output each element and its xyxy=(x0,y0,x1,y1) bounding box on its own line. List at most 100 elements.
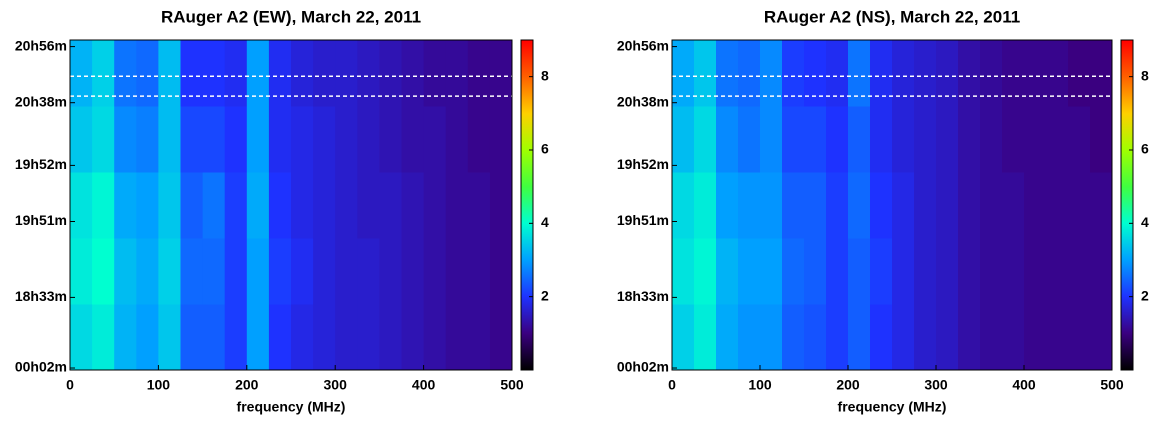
x-tick-label: 0 xyxy=(668,377,676,393)
heatmap-cell xyxy=(335,304,358,371)
heatmap-cell xyxy=(313,106,336,173)
heatmap-cell xyxy=(180,106,204,173)
heatmap-cell xyxy=(716,172,739,239)
heatmap-cell xyxy=(180,172,204,239)
x-tick-label: 500 xyxy=(500,377,524,393)
x-axis-label: frequency (MHz) xyxy=(838,399,947,415)
heatmap-cell xyxy=(1024,304,1047,371)
heatmap-cell xyxy=(782,106,805,173)
heatmap-cell xyxy=(401,106,425,173)
heatmap-cell xyxy=(980,304,1003,371)
heatmap-cell xyxy=(804,172,827,239)
heatmap-cell xyxy=(870,304,893,371)
colorbar-tick-label: 4 xyxy=(1141,214,1149,230)
heatmap-cell xyxy=(760,238,783,305)
heatmap-cell xyxy=(335,106,358,173)
heatmap-cell xyxy=(1046,40,1069,107)
x-tick-label: 100 xyxy=(147,377,171,393)
heatmap-cell xyxy=(158,106,181,173)
heatmap-cell xyxy=(672,40,695,107)
colorbar xyxy=(520,39,534,371)
x-tick-label: 200 xyxy=(235,377,259,393)
heatmap-cell xyxy=(379,40,402,107)
heatmap-cell xyxy=(1090,238,1113,305)
heatmap-cell xyxy=(114,172,137,239)
heatmap-cell xyxy=(870,106,893,173)
heatmap-cell xyxy=(1024,40,1047,107)
heatmap-cell xyxy=(202,40,226,107)
heatmap-cell xyxy=(445,238,469,305)
heatmap-cell xyxy=(335,172,358,239)
heatmap-cell xyxy=(826,106,849,173)
plot-frame xyxy=(69,39,513,371)
heatmap-cell xyxy=(357,106,380,173)
heatmap-cell xyxy=(313,304,336,371)
y-tick-label: 20h56m xyxy=(617,37,669,53)
heatmap-cell xyxy=(423,40,447,107)
heatmap-cell xyxy=(892,304,915,371)
colorbar-tick-label: 6 xyxy=(541,141,549,157)
x-tick-label: 300 xyxy=(324,377,348,393)
colorbar-tick-label: 8 xyxy=(1141,67,1149,83)
heatmap-cell xyxy=(70,304,93,371)
heatmap-cell xyxy=(70,172,93,239)
heatmap-cell xyxy=(1090,172,1113,239)
heatmap-cell xyxy=(180,304,204,371)
heatmap-cell xyxy=(804,304,827,371)
heatmap-cell xyxy=(467,106,491,173)
heatmap-cell xyxy=(1024,238,1047,305)
heatmap-cell xyxy=(246,40,270,107)
heatmap-cell xyxy=(158,304,181,371)
heatmap-cell xyxy=(980,238,1003,305)
heatmap-cell xyxy=(804,40,827,107)
heatmap-cell xyxy=(1068,40,1091,107)
heatmap-cell xyxy=(489,106,513,173)
heatmap-cell xyxy=(423,172,447,239)
heatmap-cell xyxy=(467,238,491,305)
heatmap-cell xyxy=(467,304,491,371)
heatmap-cell xyxy=(445,172,469,239)
heatmap-cell xyxy=(694,304,717,371)
heatmap-cell xyxy=(782,238,805,305)
y-tick-label: 19h51m xyxy=(617,212,669,228)
heatmap-cell xyxy=(694,172,717,239)
y-tick-label: 19h52m xyxy=(617,156,669,172)
heatmap-cell xyxy=(1090,106,1113,173)
heatmap-cell xyxy=(870,40,893,107)
heatmap-cell xyxy=(489,172,513,239)
x-axis-label: frequency (MHz) xyxy=(237,399,346,415)
heatmap-cell xyxy=(826,40,849,107)
heatmap-cell xyxy=(379,172,402,239)
heatmap-cell xyxy=(958,40,981,107)
heatmap-cell xyxy=(357,304,380,371)
heatmap-cell xyxy=(936,238,959,305)
heatmap-cell xyxy=(782,304,805,371)
heatmap-cell xyxy=(738,238,761,305)
heatmap-cell xyxy=(826,304,849,371)
heatmap-cell xyxy=(423,304,447,371)
heatmap-cell xyxy=(958,172,981,239)
colorbar-tick-label: 6 xyxy=(1141,141,1149,157)
heatmap-cell xyxy=(202,106,226,173)
heatmap-cell xyxy=(1068,238,1091,305)
heatmap-cell xyxy=(202,238,226,305)
heatmap-cell xyxy=(914,106,937,173)
heatmap-cell xyxy=(848,40,871,107)
heatmap-cell xyxy=(92,304,115,371)
heatmap-cell xyxy=(379,238,402,305)
heatmap-cell xyxy=(1024,106,1047,173)
heatmap-cell xyxy=(158,238,181,305)
heatmap-cell xyxy=(1068,106,1091,173)
heatmap-cell xyxy=(672,238,695,305)
heatmap-cell xyxy=(114,106,137,173)
colorbar xyxy=(1120,39,1134,371)
heatmap-cell xyxy=(914,238,937,305)
plot-frame xyxy=(671,39,1113,371)
heatmap-cell xyxy=(379,106,402,173)
heatmap-cell xyxy=(694,106,717,173)
x-tick-label: 500 xyxy=(1100,377,1124,393)
heatmap-cell xyxy=(892,106,915,173)
heatmap-cell xyxy=(401,304,425,371)
heatmap-cell xyxy=(848,172,871,239)
